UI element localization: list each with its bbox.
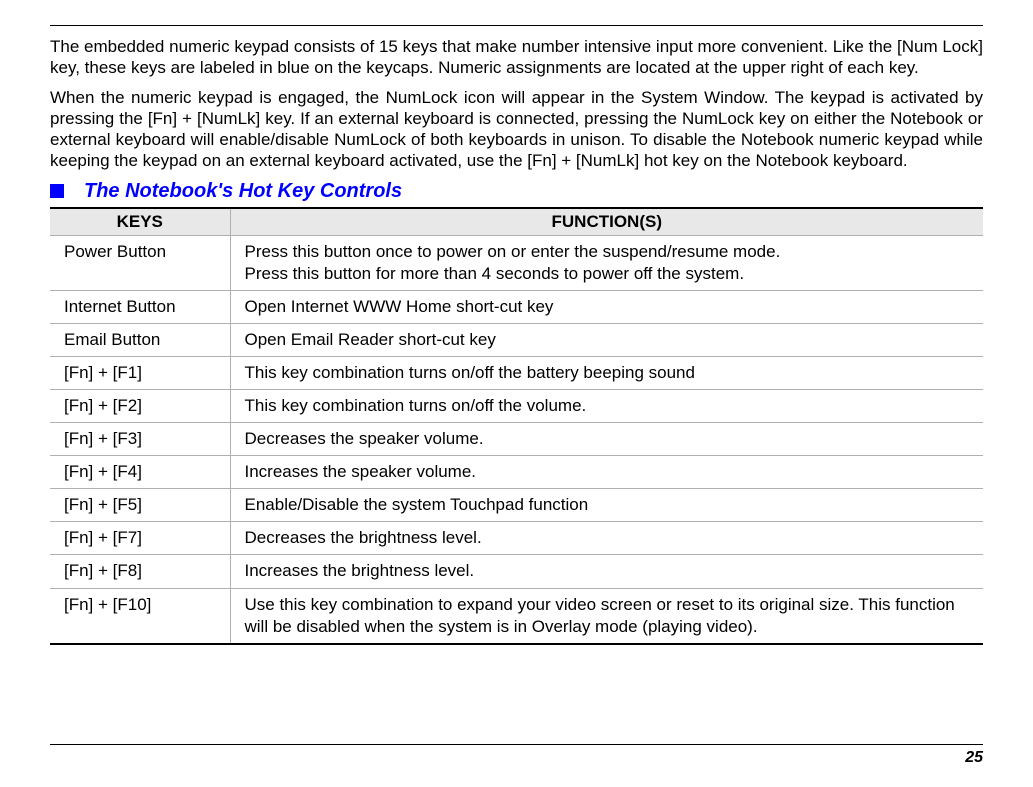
table-body: Power ButtonPress this button once to po… [50,235,983,644]
table-row: [Fn] + [F7]Decreases the brightness leve… [50,522,983,555]
table-cell-function: Increases the brightness level. [230,555,983,588]
table-row: [Fn] + [F4]Increases the speaker volume. [50,456,983,489]
table-cell-function: Decreases the brightness level. [230,522,983,555]
heading-text: The Notebook's Hot Key Controls [84,180,402,203]
table-cell-key: Email Button [50,323,230,356]
footer-rule [50,744,983,745]
table-row: Email ButtonOpen Email Reader short-cut … [50,323,983,356]
table-header-functions: FUNCTION(S) [230,208,983,236]
table-cell-function: Use this key combination to expand your … [230,588,983,644]
page-number: 25 [50,749,983,767]
table-cell-function: Open Email Reader short-cut key [230,323,983,356]
table-cell-function: This key combination turns on/off the ba… [230,356,983,389]
table-cell-key: [Fn] + [F4] [50,456,230,489]
table-cell-key: [Fn] + [F10] [50,588,230,644]
table-cell-function: Increases the speaker volume. [230,456,983,489]
section-heading: The Notebook's Hot Key Controls [50,180,983,203]
table-row: Internet ButtonOpen Internet WWW Home sh… [50,290,983,323]
table-cell-key: Internet Button [50,290,230,323]
table-cell-key: [Fn] + [F7] [50,522,230,555]
paragraph-2: When the numeric keypad is engaged, the … [50,87,983,172]
table-cell-function: Decreases the speaker volume. [230,423,983,456]
table-cell-key: [Fn] + [F8] [50,555,230,588]
table-cell-function: Open Internet WWW Home short-cut key [230,290,983,323]
table-cell-key: Power Button [50,235,230,290]
content-wrapper: The embedded numeric keypad consists of … [50,25,983,645]
table-cell-function: Press this button once to power on or en… [230,235,983,290]
table-cell-key: [Fn] + [F3] [50,423,230,456]
table-row: [Fn] + [F10]Use this key combination to … [50,588,983,644]
table-cell-function: This key combination turns on/off the vo… [230,389,983,422]
table-row: [Fn] + [F8]Increases the brightness leve… [50,555,983,588]
table-row: [Fn] + [F1]This key combination turns on… [50,356,983,389]
table-cell-key: [Fn] + [F2] [50,389,230,422]
table-cell-function: Enable/Disable the system Touchpad funct… [230,489,983,522]
top-rule [50,25,983,26]
paragraph-1: The embedded numeric keypad consists of … [50,36,983,79]
table-row: Power ButtonPress this button once to po… [50,235,983,290]
table-header-row: KEYS FUNCTION(S) [50,208,983,236]
bullet-square-icon [50,184,64,198]
table-row: [Fn] + [F3]Decreases the speaker volume. [50,423,983,456]
footer: 25 [50,744,983,767]
table-row: [Fn] + [F5]Enable/Disable the system Tou… [50,489,983,522]
table-header-keys: KEYS [50,208,230,236]
table-cell-key: [Fn] + [F5] [50,489,230,522]
table-cell-key: [Fn] + [F1] [50,356,230,389]
hotkey-table: KEYS FUNCTION(S) Power ButtonPress this … [50,207,983,645]
table-row: [Fn] + [F2]This key combination turns on… [50,389,983,422]
